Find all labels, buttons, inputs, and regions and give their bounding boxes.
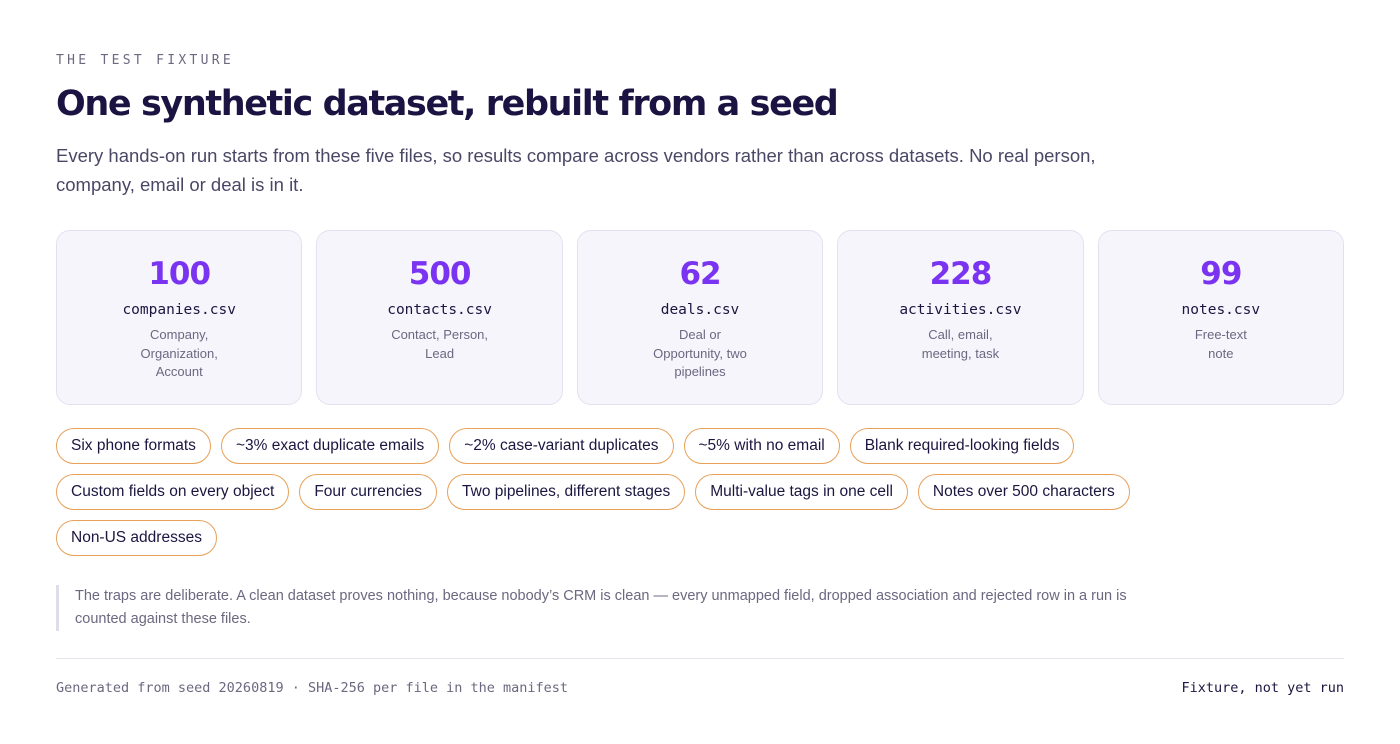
trap-chip: ~2% case-variant duplicates xyxy=(449,428,674,464)
trap-chip: Four currencies xyxy=(299,474,438,510)
file-card-deals: 62 deals.csv Deal or Opportunity, two pi… xyxy=(576,230,824,405)
traps-note: The traps are deliberate. A clean datase… xyxy=(56,585,1136,631)
trap-chips: Six phone formats ~3% exact duplicate em… xyxy=(56,428,1344,566)
chip-row: Custom fields on every object Four curre… xyxy=(56,474,1344,510)
page-title: One synthetic dataset, rebuilt from a se… xyxy=(56,84,839,124)
file-description: Deal or Opportunity, two pipelines xyxy=(653,327,747,379)
trap-chip: ~5% with no email xyxy=(683,428,840,464)
file-card-notes: 99 notes.csv Free-text note xyxy=(1097,230,1345,405)
file-count: 500 xyxy=(408,256,472,292)
file-count: 99 xyxy=(1200,256,1242,292)
trap-chip: Non-US addresses xyxy=(56,520,217,556)
file-description: Call, email, meeting, task xyxy=(921,327,1000,361)
trap-chip: Notes over 500 characters xyxy=(917,474,1130,510)
trap-chip: ~3% exact duplicate emails xyxy=(220,428,440,464)
file-name: notes.csv xyxy=(1181,302,1261,318)
file-name: activities.csv xyxy=(899,302,1022,318)
trap-chip: Six phone formats xyxy=(56,428,211,464)
trap-chip: Custom fields on every object xyxy=(56,474,290,510)
seed-info: Generated from seed 20260819 · SHA-256 p… xyxy=(56,680,569,696)
file-name: deals.csv xyxy=(660,302,740,318)
file-description: Company, Organization, Account xyxy=(140,327,218,379)
run-status: Fixture, not yet run xyxy=(1181,680,1344,696)
trap-chip: Blank required-looking fields xyxy=(849,428,1075,464)
file-name: companies.csv xyxy=(122,302,236,318)
chip-row: Six phone formats ~3% exact duplicate em… xyxy=(56,428,1344,464)
trap-chip: Two pipelines, different stages xyxy=(447,474,686,510)
file-description: Contact, Person, Lead xyxy=(391,327,489,361)
file-card-companies: 100 companies.csv Company, Organization,… xyxy=(56,230,303,405)
eyebrow: THE TEST FIXTURE xyxy=(56,53,235,68)
file-count: 228 xyxy=(929,256,993,292)
chip-row: Non-US addresses xyxy=(56,520,1344,556)
file-count: 100 xyxy=(148,256,211,292)
file-description: Free-text note xyxy=(1194,327,1247,361)
file-card-contacts: 500 contacts.csv Contact, Person, Lead xyxy=(316,230,563,405)
lede: Every hands-on run starts from these fiv… xyxy=(56,145,1096,195)
file-name: contacts.csv xyxy=(387,302,492,318)
footer-divider xyxy=(56,658,1344,659)
file-card-activities: 228 activities.csv Call, email, meeting,… xyxy=(837,230,1084,405)
file-count: 62 xyxy=(679,256,721,292)
file-cards: 100 companies.csv Company, Organization,… xyxy=(56,230,1345,405)
trap-chip: Multi-value tags in one cell xyxy=(695,474,908,510)
